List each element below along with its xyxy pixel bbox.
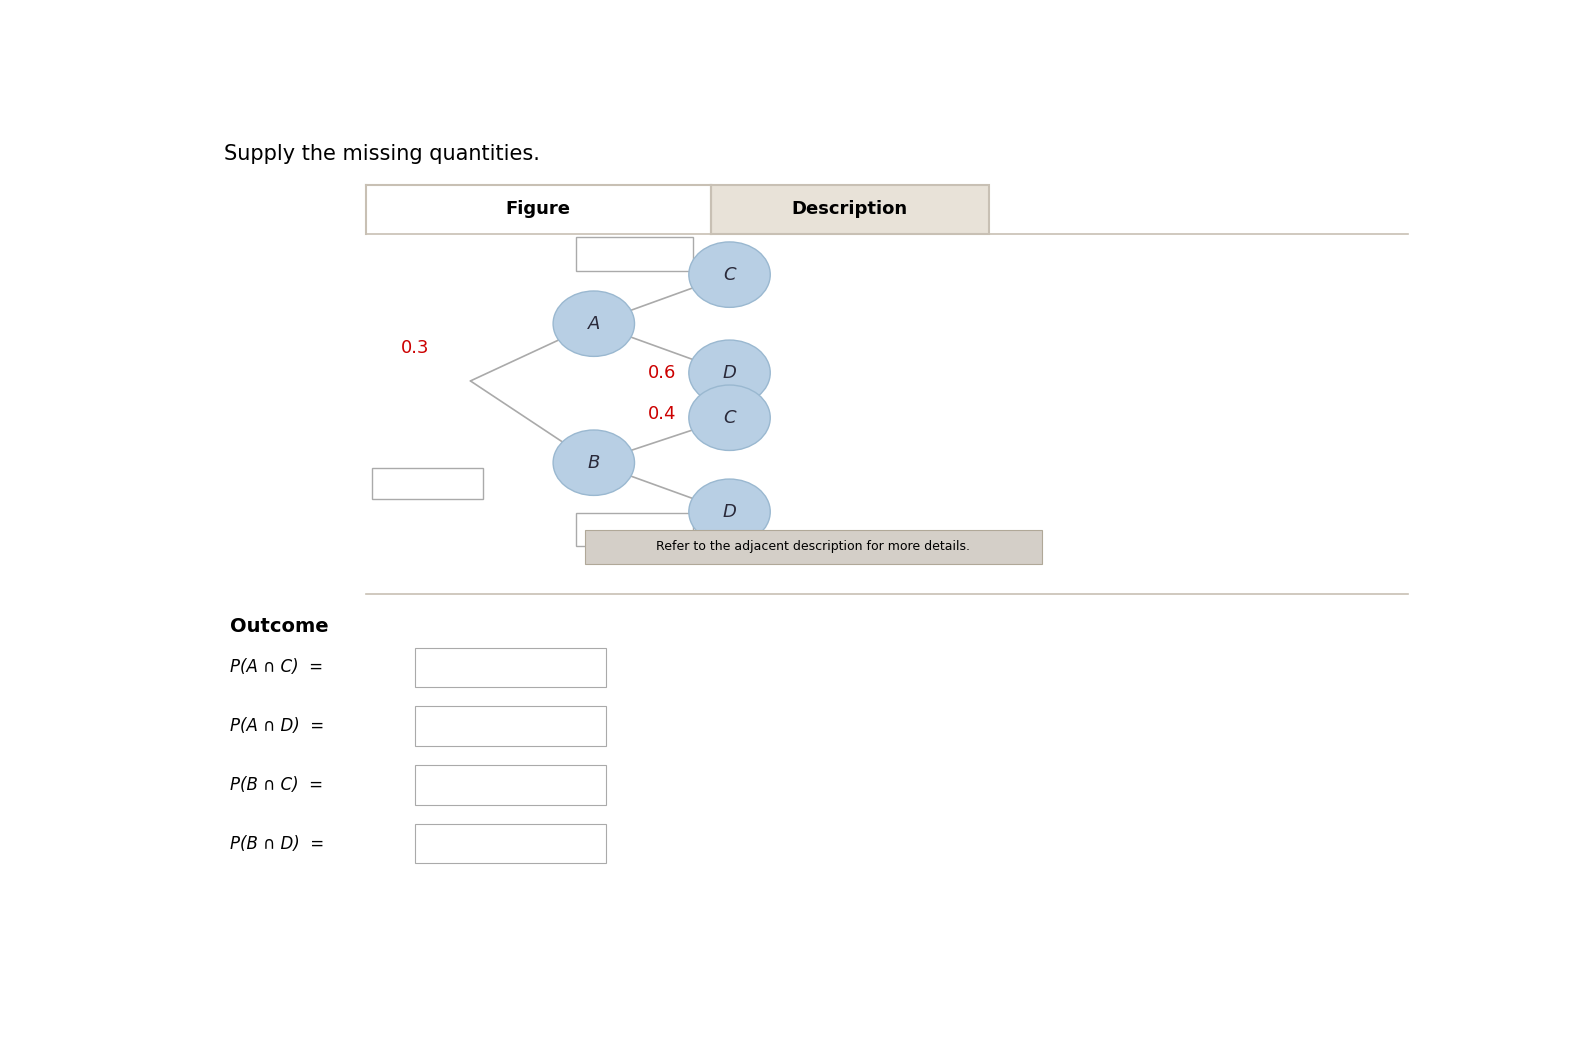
Text: C: C bbox=[723, 266, 736, 284]
Text: 0.3: 0.3 bbox=[401, 339, 430, 357]
FancyBboxPatch shape bbox=[416, 706, 607, 746]
Text: B: B bbox=[587, 453, 600, 472]
Ellipse shape bbox=[689, 242, 771, 307]
Text: P(B ∩ C)  =: P(B ∩ C) = bbox=[229, 776, 323, 794]
FancyBboxPatch shape bbox=[416, 766, 607, 805]
FancyBboxPatch shape bbox=[586, 530, 1041, 564]
Text: Description: Description bbox=[791, 201, 907, 218]
Text: 0.4: 0.4 bbox=[648, 405, 677, 423]
Text: A: A bbox=[587, 314, 600, 332]
Text: Figure: Figure bbox=[506, 201, 572, 218]
Text: P(B ∩ D)  =: P(B ∩ D) = bbox=[229, 835, 323, 853]
FancyBboxPatch shape bbox=[416, 648, 607, 687]
Text: Refer to the adjacent description for more details.: Refer to the adjacent description for mo… bbox=[656, 541, 971, 553]
Ellipse shape bbox=[552, 430, 635, 495]
Text: C: C bbox=[723, 409, 736, 427]
Text: P(A ∩ D)  =: P(A ∩ D) = bbox=[229, 717, 323, 735]
FancyBboxPatch shape bbox=[576, 237, 693, 272]
Text: D: D bbox=[723, 502, 737, 520]
FancyBboxPatch shape bbox=[576, 513, 693, 546]
Text: Supply the missing quantities.: Supply the missing quantities. bbox=[223, 143, 540, 164]
Ellipse shape bbox=[689, 479, 771, 545]
Ellipse shape bbox=[689, 386, 771, 450]
FancyBboxPatch shape bbox=[416, 824, 607, 863]
Text: 0.6: 0.6 bbox=[648, 364, 677, 381]
Text: D: D bbox=[723, 364, 737, 381]
Ellipse shape bbox=[689, 340, 771, 406]
Text: Outcome: Outcome bbox=[229, 617, 328, 636]
Text: P(A ∩ C)  =: P(A ∩ C) = bbox=[229, 658, 323, 676]
FancyBboxPatch shape bbox=[366, 185, 712, 234]
FancyBboxPatch shape bbox=[712, 185, 989, 234]
Ellipse shape bbox=[552, 291, 635, 357]
FancyBboxPatch shape bbox=[371, 467, 482, 499]
